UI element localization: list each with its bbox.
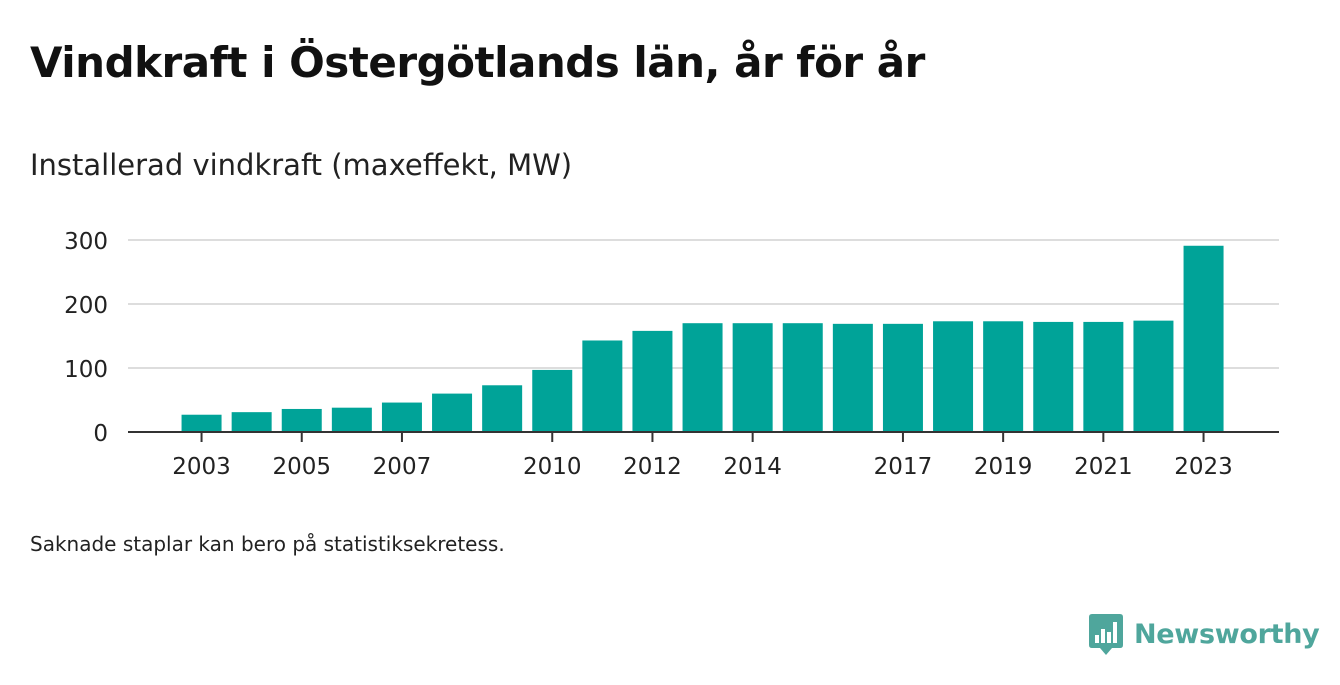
bar-2007 [381, 402, 422, 432]
x-tick-label: 2012 [623, 454, 682, 480]
bar-2021 [1083, 321, 1124, 432]
y-tick-label: 100 [64, 357, 108, 383]
bar-2017 [882, 323, 923, 432]
brand-name: Newsworthy [1134, 618, 1320, 650]
x-tick-label: 2010 [523, 454, 582, 480]
x-tick-label: 2014 [723, 454, 782, 480]
bar-2009 [482, 385, 523, 432]
bar-2010 [532, 369, 573, 432]
bar-2008 [432, 393, 473, 432]
bar-2012 [632, 330, 673, 432]
newsworthy-logo-icon [1089, 614, 1123, 655]
footnote: Saknade staplar kan bero på statistiksek… [30, 532, 505, 556]
x-tick-label: 2005 [272, 454, 331, 480]
bar-2014 [732, 323, 773, 432]
bar-2013 [682, 323, 723, 432]
bar-chart: 0 100 200 300 2003 2005 2007 2010 2012 2014 2017 20… [64, 229, 1279, 480]
bar-2020 [1033, 321, 1074, 432]
bar-2019 [983, 321, 1024, 432]
x-tick-label: 2007 [373, 454, 432, 480]
y-tick-label: 200 [64, 293, 108, 319]
bar-2023 [1183, 245, 1224, 432]
brand-logo: Newsworthy [1088, 612, 1320, 656]
bar-2018 [933, 321, 974, 432]
axes: 0 100 200 300 2003 2005 2007 2010 2012 2014 2017 20… [64, 229, 1279, 480]
bar-2015 [782, 323, 823, 432]
bar-2005 [281, 408, 322, 432]
x-tick-label: 2021 [1074, 454, 1133, 480]
bar-2011 [582, 340, 623, 432]
x-tick-label: 2017 [874, 454, 933, 480]
x-tick-label: 2019 [974, 454, 1033, 480]
x-tick-label: 2003 [172, 454, 231, 480]
x-tick-label: 2023 [1174, 454, 1233, 480]
bar-2006 [331, 407, 372, 432]
chart-subtitle: Installerad vindkraft (maxeffekt, MW) [30, 148, 573, 182]
chart-title: Vindkraft i Östergötlands län, år för år [30, 38, 925, 87]
bar-2004 [231, 412, 272, 432]
bar-2016 [832, 323, 873, 432]
y-tick-label: 0 [93, 421, 108, 447]
bar-2022 [1133, 320, 1174, 432]
bar-2003 [181, 414, 222, 432]
y-tick-label: 300 [64, 229, 108, 255]
bars [181, 245, 1224, 432]
